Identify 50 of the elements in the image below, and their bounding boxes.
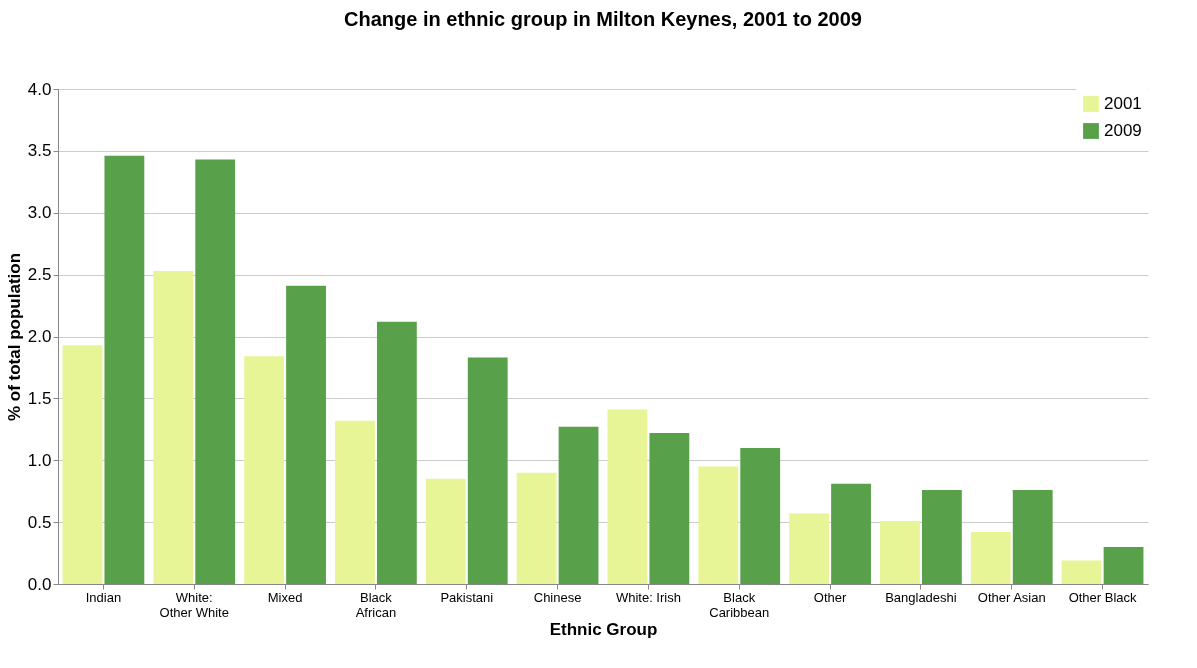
bar: [1103, 546, 1144, 584]
bar: [921, 489, 962, 584]
x-tick-label: Pakistani: [440, 589, 494, 605]
bar: [425, 478, 466, 584]
bar: [649, 433, 690, 584]
bar: [1061, 560, 1102, 584]
y-axis-title: % of total population: [4, 252, 24, 422]
y-tick-label: 4.0: [27, 79, 52, 99]
bar: [607, 409, 648, 584]
legend-label: 2009: [1104, 121, 1142, 140]
x-tick-label: Other Black: [1068, 589, 1138, 605]
x-tick-label: Other Asian: [977, 589, 1046, 605]
bar: [244, 356, 285, 584]
bar: [516, 472, 557, 584]
x-tick-label: Chinese: [533, 589, 582, 605]
legend-label: 2001: [1104, 94, 1142, 113]
bar: [1012, 489, 1053, 584]
bar: [467, 357, 508, 584]
y-tick-label: 0.5: [27, 512, 52, 532]
bar: [153, 270, 194, 584]
y-tick-label: 2.5: [27, 265, 52, 285]
x-tick-label: Black Caribbean: [709, 589, 770, 620]
y-tick-label: 2.0: [27, 327, 52, 346]
chart-title: Change in ethnic group in Milton Keynes, 2001 to 2009: [344, 8, 862, 30]
bar: [195, 159, 236, 584]
bar: [970, 532, 1011, 584]
y-tick-label: 3.5: [27, 141, 52, 161]
y-tick-label: 1.5: [27, 388, 52, 408]
bar: [335, 420, 375, 584]
bar: [740, 447, 781, 584]
x-tick-label: Mixed: [267, 589, 303, 605]
x-axis-title: Ethnic Group: [549, 619, 658, 639]
x-tick-label: Indian: [85, 589, 122, 605]
bar: [62, 345, 103, 584]
bar: [558, 426, 599, 584]
bar: [789, 513, 830, 584]
y-tick-label: 1.0: [27, 450, 52, 470]
x-tick-label: Black African: [355, 589, 397, 620]
bar: [880, 520, 920, 584]
x-tick-label: Bangladeshi: [885, 589, 957, 605]
bar: [286, 285, 326, 584]
bar: [831, 483, 871, 584]
bar: [698, 466, 739, 584]
x-tick-label: Other: [813, 589, 848, 605]
x-tick-label: White: Other White: [159, 589, 229, 620]
y-tick-label: 0.0: [27, 574, 52, 594]
bar: [104, 155, 145, 584]
bar: [376, 321, 417, 584]
y-tick-label: 3.0: [27, 203, 52, 223]
x-tick-label: White: Irish: [615, 589, 681, 605]
